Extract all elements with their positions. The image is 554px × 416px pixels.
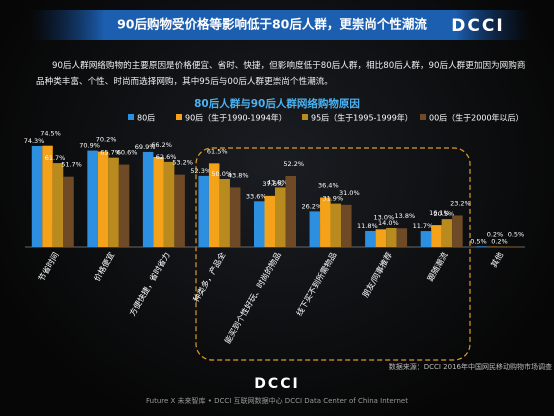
value-label: 31.9%: [322, 195, 343, 203]
x-tick-label: 能买到个性好玩、时尚的物品: [222, 250, 283, 345]
value-label: 0.5%: [470, 237, 487, 245]
bar: [142, 151, 154, 247]
value-label: 0.5%: [508, 230, 525, 238]
value-label: 53.2%: [172, 159, 193, 167]
legend-label: 80后: [137, 113, 155, 123]
value-label: 60.6%: [117, 149, 138, 157]
value-label: 51.7%: [61, 161, 82, 169]
value-label: 13.8%: [395, 212, 416, 220]
header-bar: [30, 10, 530, 40]
legend-swatch: [420, 114, 426, 120]
value-label: 14.0%: [378, 219, 399, 227]
bar: [198, 175, 209, 247]
bar: [441, 219, 453, 247]
chart-title: 80后人群与90后人群网络购物原因: [194, 97, 360, 110]
legend-swatch: [128, 114, 134, 120]
bar: [396, 228, 408, 247]
bar: [285, 176, 296, 247]
bar: [431, 225, 442, 247]
x-tick-label: 朋友/同事推荐: [360, 250, 394, 299]
legend-swatch: [302, 114, 308, 120]
value-label: 69.9%: [135, 143, 156, 151]
bar: [219, 179, 230, 247]
bar: [264, 195, 275, 247]
value-label: 66.2%: [151, 141, 172, 149]
bar: [153, 156, 164, 247]
value-label: 62.6%: [156, 153, 177, 161]
value-label: 0.2%: [491, 238, 508, 246]
value-label: 61.7%: [45, 154, 66, 162]
x-tick-label: 线下买不到所需物品: [294, 250, 339, 317]
value-label: 70.9%: [79, 142, 100, 150]
value-label: 31.0%: [339, 189, 360, 197]
value-label: 37.6%: [262, 180, 283, 188]
legend-label: 00后（生于2000年以后）: [429, 113, 524, 123]
bar: [229, 187, 241, 247]
value-label: 11.7%: [413, 222, 434, 230]
source: 数据来源：DCCI 2016年中国网民移动购物市场调查: [389, 362, 552, 371]
value-label: 16.1%: [429, 209, 450, 217]
header-logo: DCCI: [451, 16, 504, 36]
bar: [476, 246, 487, 247]
bar: [365, 230, 376, 247]
footer-logo: DCCI: [254, 376, 299, 392]
value-label: 36.4%: [318, 181, 339, 189]
bar: [420, 231, 432, 247]
value-label: 23.2%: [450, 199, 471, 207]
value-label: 52.2%: [283, 160, 304, 168]
legend-label: 95后（生于1995-1999年）: [311, 113, 413, 123]
bar: [375, 229, 387, 247]
bar: [163, 161, 175, 247]
bar: [42, 145, 53, 247]
bar: [341, 204, 352, 247]
bar: [87, 150, 98, 247]
bar: [386, 227, 397, 247]
value-label: 61.5%: [207, 147, 228, 155]
value-label: 20.5%: [434, 210, 455, 218]
bar: [108, 157, 119, 247]
value-label: 33.6%: [246, 192, 267, 200]
bar: [275, 187, 286, 247]
x-tick-label: 方便快捷，省时省力: [127, 250, 172, 317]
value-label: 43.8%: [267, 178, 288, 186]
bar: [452, 215, 463, 247]
value-label: 13.0%: [374, 213, 395, 221]
value-label: 11.8%: [357, 222, 378, 230]
x-tick-label: 跟随潮流: [425, 250, 450, 283]
value-label: 70.2%: [96, 136, 117, 144]
value-label: 65.7%: [100, 149, 121, 157]
bar: [309, 211, 321, 247]
bar: [507, 246, 519, 247]
value-label: 50.0%: [211, 170, 232, 178]
legend-label: 90后（生于1990-1994年）: [185, 113, 287, 123]
bar: [63, 176, 74, 247]
x-tick-label: 其他: [488, 250, 505, 269]
summary: 90后人群网络购物的主要原因是价格便宜、省时、快捷，但影响度低于80后人群，相比…: [36, 61, 526, 87]
bar: [320, 197, 331, 247]
value-label: 74.3%: [24, 137, 45, 145]
bar: [208, 163, 220, 247]
bar: [118, 164, 130, 247]
value-label: 52.3%: [190, 167, 211, 175]
header-title: 90后购物受价格等影响低于80后人群，更崇尚个性潮流: [117, 17, 427, 32]
bar: [174, 174, 185, 247]
highlight-box: [195, 147, 471, 361]
bar: [97, 151, 109, 247]
footer-text: Future X 未来智库 • DCCI 互联网数据中心 DCCI Data C…: [146, 396, 408, 405]
bar: [52, 163, 64, 247]
value-label: 0.2%: [487, 231, 504, 239]
bar: [254, 201, 265, 247]
legend-swatch: [176, 114, 182, 120]
bar: [31, 145, 43, 247]
value-label: 43.8%: [228, 171, 249, 179]
value-label: 26.2%: [301, 202, 322, 210]
value-label: 74.5%: [40, 130, 61, 138]
x-tick-label: 节省时间: [36, 250, 61, 283]
x-tick-label: 价格便宜: [92, 250, 117, 283]
bar: [330, 203, 342, 247]
